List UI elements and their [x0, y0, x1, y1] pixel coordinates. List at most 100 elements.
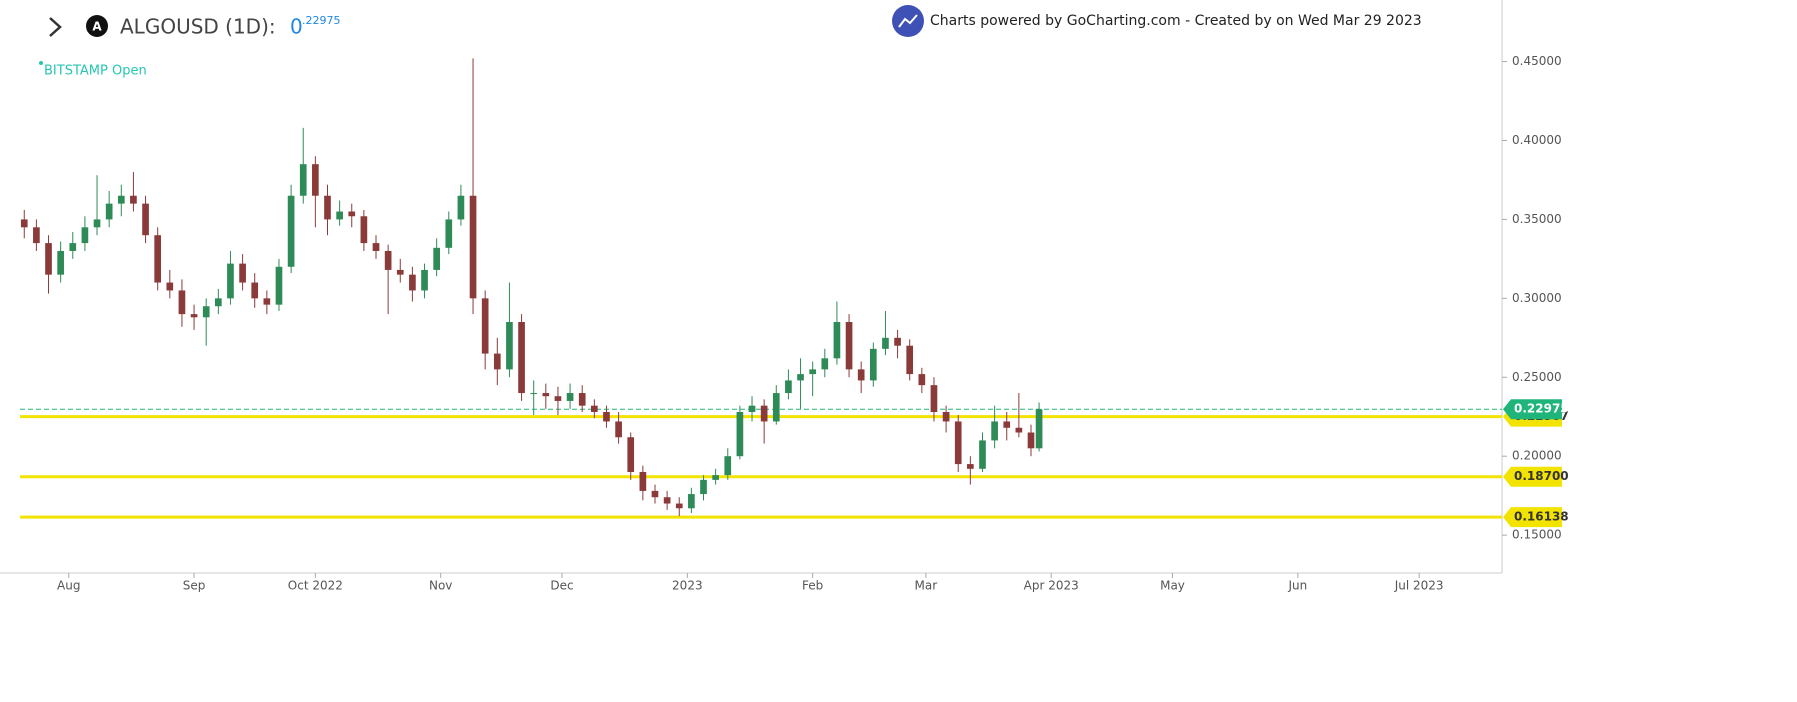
- candle-body: [615, 421, 622, 438]
- candle-body: [1035, 409, 1043, 449]
- candle-body: [178, 290, 186, 315]
- candle-body: [857, 369, 865, 381]
- candle-body: [239, 263, 246, 283]
- candle-body: [93, 219, 101, 228]
- candle-body: [299, 164, 307, 196]
- candle-body: [530, 393, 538, 395]
- candle-body: [396, 269, 404, 275]
- candle-body: [578, 393, 586, 406]
- candle-body: [384, 250, 392, 270]
- candle-body: [845, 322, 853, 370]
- x-tick-label: Jul 2023: [1394, 579, 1444, 593]
- candle-body: [336, 211, 343, 220]
- candle-body: [930, 385, 938, 412]
- candle-body: [421, 269, 428, 291]
- y-tick-label: 0.20000: [1512, 449, 1562, 463]
- candle-body: [324, 195, 331, 220]
- level-badge: [1503, 507, 1562, 528]
- x-tick-label: Aug: [57, 579, 80, 593]
- candle-body: [506, 322, 513, 370]
- candle-body: [869, 348, 877, 381]
- candle-body: [736, 411, 744, 457]
- y-tick-label: 0.45000: [1512, 54, 1562, 68]
- candle-body: [117, 195, 125, 204]
- y-tick-label: 0.25000: [1512, 370, 1562, 384]
- x-tick-label: Oct 2022: [288, 579, 343, 593]
- x-tick-label: Nov: [429, 579, 452, 593]
- coin-glyph: A: [92, 20, 102, 34]
- candle-body: [1003, 421, 1011, 428]
- credit-text: Charts powered by GoCharting.com - Creat…: [930, 13, 1422, 29]
- candle-body: [1027, 432, 1035, 449]
- candle-body: [81, 227, 89, 244]
- candle-body: [967, 464, 974, 469]
- candle-body: [493, 353, 501, 370]
- candle-body: [542, 393, 550, 397]
- expand-arrow[interactable]: [49, 17, 62, 37]
- y-tick-label: 0.40000: [1512, 133, 1562, 147]
- candle-body: [445, 219, 453, 248]
- candle-body: [275, 266, 283, 305]
- candle-body: [1015, 427, 1023, 433]
- candle-body: [69, 243, 77, 251]
- candle-body: [20, 219, 28, 228]
- candle-body: [105, 203, 113, 220]
- candle-body: [675, 503, 683, 509]
- candle-body: [312, 164, 319, 196]
- candle-body: [57, 250, 64, 275]
- x-tick-label: Sep: [183, 579, 206, 593]
- candle-body: [821, 358, 829, 370]
- candle-body: [700, 479, 707, 495]
- last-price-label: 0.22975: [1514, 402, 1569, 416]
- candle-body: [227, 263, 234, 299]
- candle-body: [833, 322, 841, 359]
- candle-body: [457, 195, 465, 220]
- x-tick-label: Dec: [550, 579, 573, 593]
- candle-body: [154, 235, 162, 283]
- candle-body: [190, 314, 198, 318]
- candle-body: [33, 227, 40, 244]
- candle-body: [554, 396, 562, 401]
- x-tick-label: Jun: [1287, 579, 1307, 593]
- status-dot: [39, 61, 43, 65]
- candle-body: [627, 437, 635, 472]
- last-price-int: 0: [290, 15, 303, 39]
- candle-body: [142, 203, 149, 236]
- candle-body: [918, 374, 926, 386]
- level-badge: [1503, 466, 1562, 487]
- coin-icon: [86, 15, 108, 37]
- x-tick-label: Feb: [802, 579, 823, 593]
- candle-body: [882, 337, 889, 349]
- candle-body: [45, 243, 52, 275]
- candle-body: [214, 298, 222, 307]
- candle-body: [360, 216, 368, 244]
- last-price-badge: [1503, 399, 1562, 420]
- candle-body: [603, 411, 610, 422]
- candle-body: [166, 282, 174, 291]
- candle-body: [263, 298, 271, 305]
- candle-body: [409, 274, 416, 291]
- candle-body: [785, 380, 792, 394]
- symbol-title: ALGOUSD (1D):: [120, 15, 276, 39]
- level-label: 0.16138: [1514, 510, 1569, 524]
- candle-body: [566, 393, 574, 401]
- exchange-label: BITSTAMP Open: [44, 64, 147, 79]
- x-tick-label: Apr 2023: [1024, 579, 1079, 593]
- candle-body: [954, 421, 962, 465]
- x-tick-label: 2023: [672, 579, 703, 593]
- candle-body: [251, 282, 259, 299]
- candle-body: [760, 405, 768, 422]
- level-label: 0.18700: [1514, 469, 1569, 483]
- last-price-frac: .22975: [302, 14, 341, 27]
- candle-body: [639, 471, 647, 491]
- x-tick-label: May: [1160, 579, 1185, 593]
- candle-body: [287, 195, 295, 267]
- candle-body: [202, 306, 210, 318]
- candle-body: [772, 393, 780, 422]
- candle-body: [979, 440, 986, 469]
- candle-body: [942, 411, 950, 422]
- y-tick-label: 0.35000: [1512, 212, 1562, 226]
- candle-body: [894, 337, 901, 346]
